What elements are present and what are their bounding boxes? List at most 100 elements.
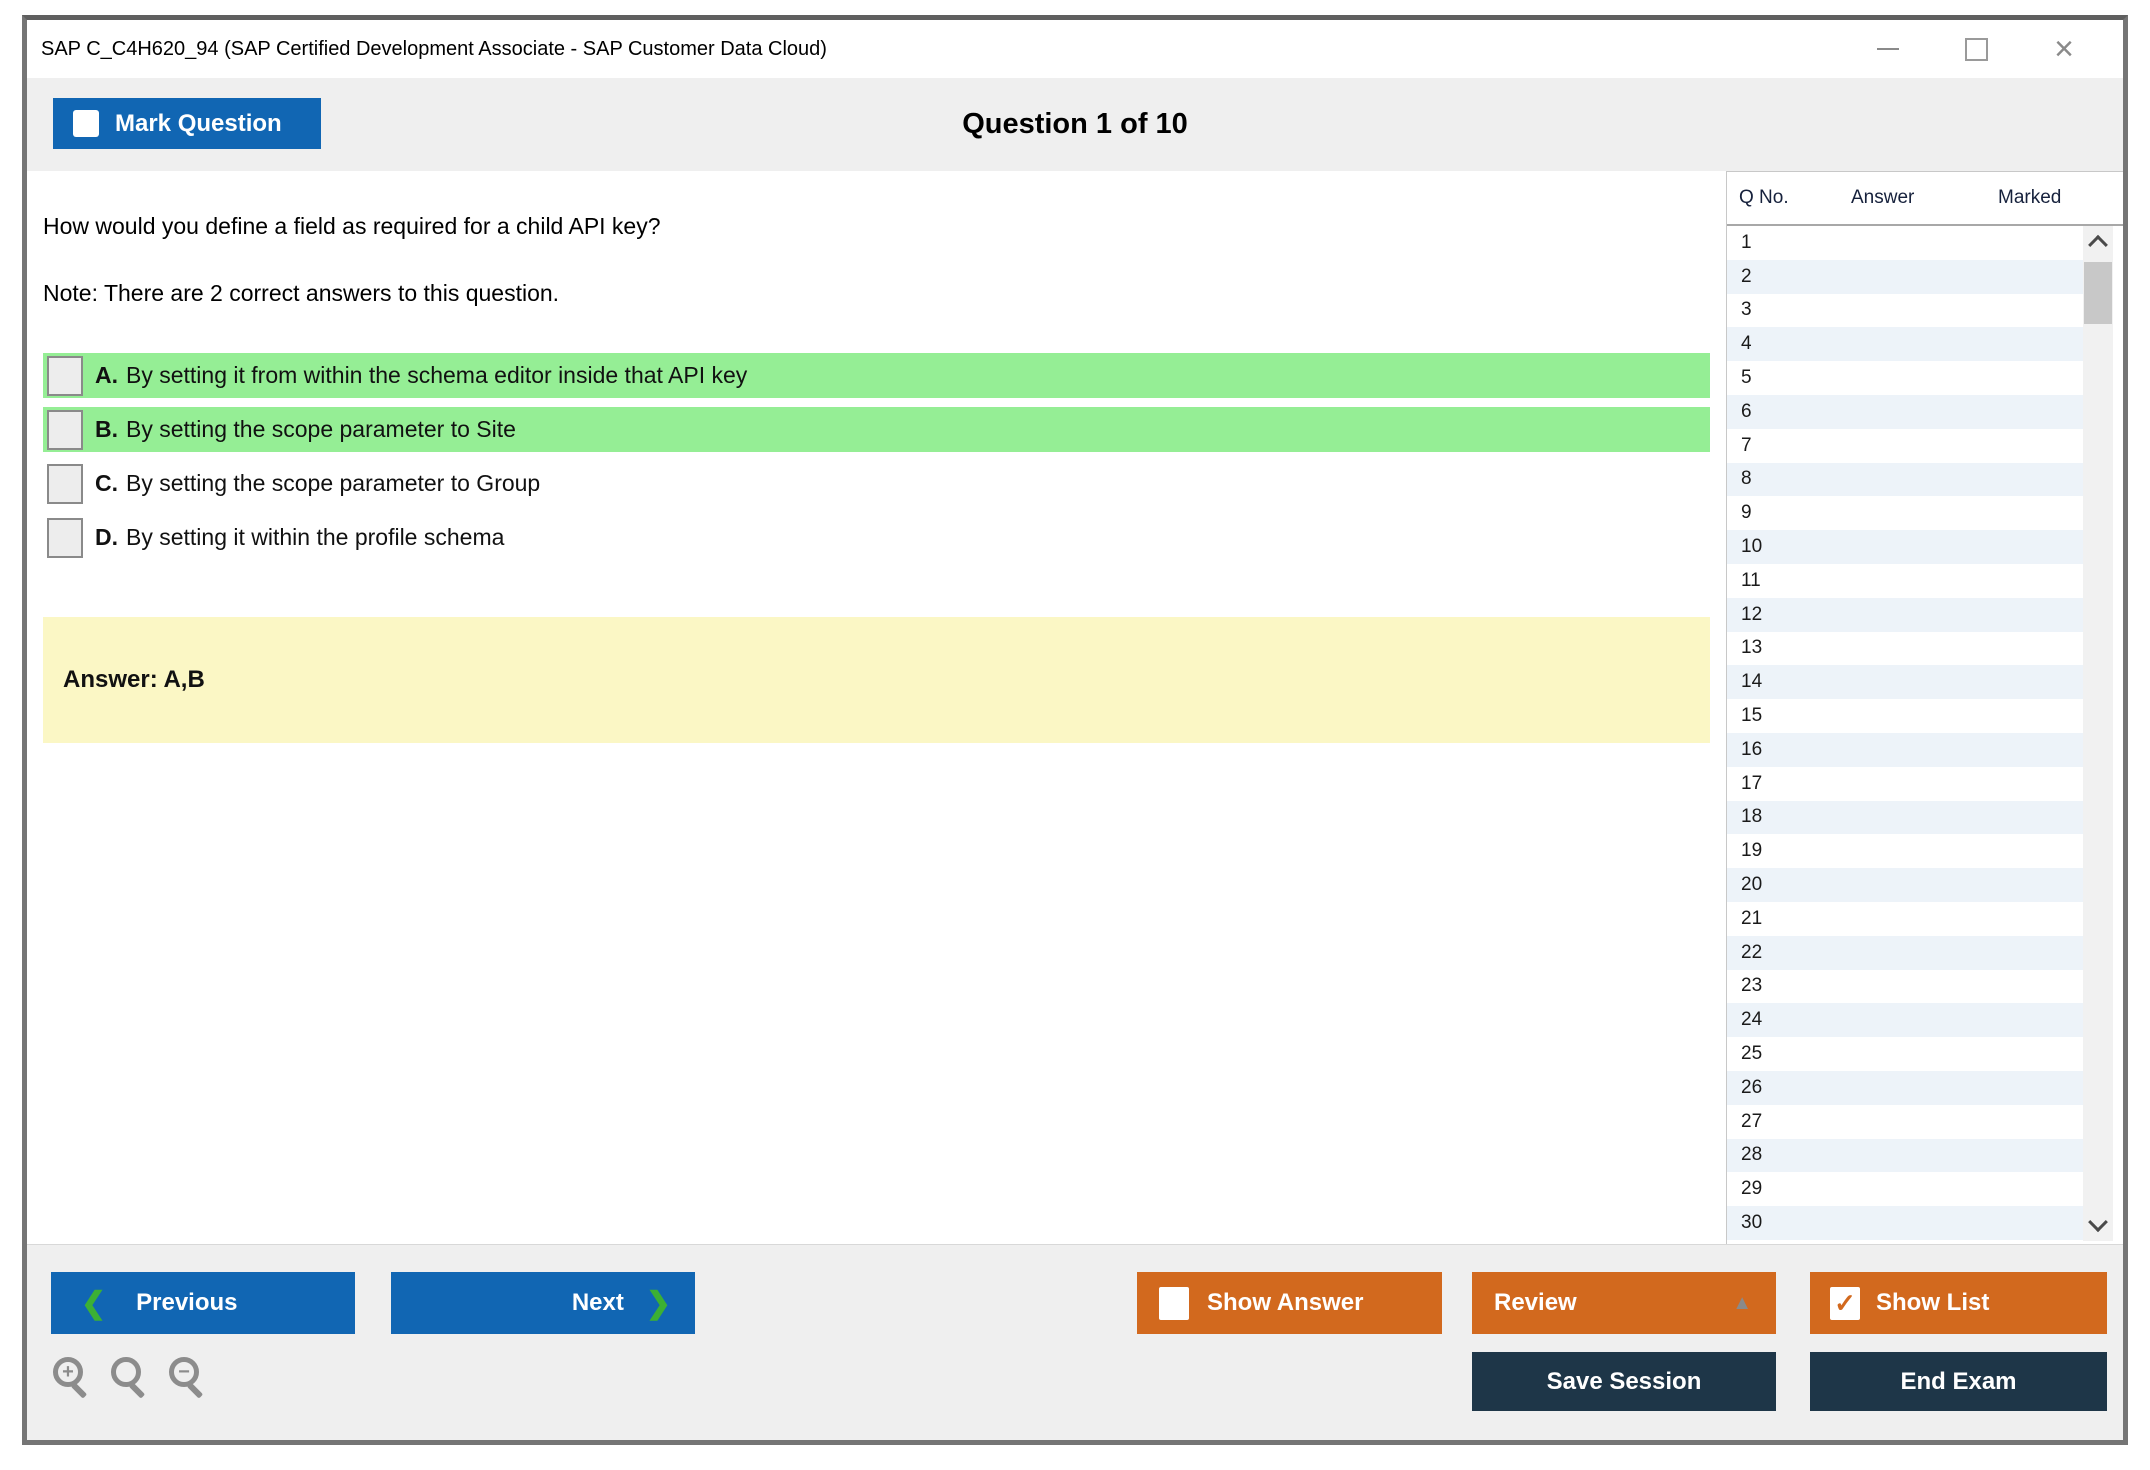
question-list-row[interactable]: 16 (1727, 732, 2083, 767)
question-number: 28 (1741, 1144, 1763, 1166)
question-list-row[interactable]: 25 (1727, 1037, 2083, 1071)
option-text: By setting it within the profile schema (126, 524, 505, 550)
question-list-row[interactable]: 10 (1727, 530, 2083, 564)
show-list-button[interactable]: ✓ Show List (1810, 1272, 2107, 1334)
question-list-scrollbar[interactable] (2083, 226, 2113, 1241)
option-checkbox[interactable] (47, 409, 83, 450)
question-list: 1 2 3 4 5 6 7 8 9 10 11 12 13 14 15 16 1… (1727, 226, 2083, 1244)
option-letter: B. (95, 416, 118, 442)
question-list-row[interactable]: 28 (1727, 1138, 2083, 1173)
question-list-row[interactable]: 8 (1727, 462, 2083, 497)
show-answer-button[interactable]: Show Answer (1137, 1272, 1442, 1334)
question-number: 2 (1741, 265, 1752, 287)
option-checkbox[interactable] (47, 355, 83, 396)
show-list-label: Show List (1876, 1289, 1990, 1316)
question-list-row[interactable]: 3 (1727, 294, 2083, 328)
option-checkbox[interactable] (47, 517, 83, 558)
answer-option[interactable]: C. By setting the scope parameter to Gro… (43, 461, 1710, 506)
question-list-row[interactable]: 17 (1727, 767, 2083, 801)
question-list-row[interactable]: 21 (1727, 902, 2083, 936)
zoom-in-icon[interactable]: + (53, 1357, 97, 1405)
show-answer-checkbox (1159, 1286, 1189, 1320)
option-text: By setting the scope parameter to Group (126, 470, 541, 496)
question-number: 1 (1741, 231, 1752, 253)
question-number: 3 (1741, 299, 1752, 321)
column-header-qno: Q No. (1739, 187, 1789, 208)
footer-bar: ❮ Previous Next ❯ Show Answer Review ▲ ✓… (27, 1244, 2123, 1440)
question-list-row[interactable]: 18 (1727, 800, 2083, 835)
save-session-label: Save Session (1546, 1367, 1702, 1395)
question-list-row[interactable]: 22 (1727, 935, 2083, 970)
end-exam-label: End Exam (1900, 1367, 2017, 1395)
question-list-row[interactable]: 1 (1727, 226, 2083, 260)
option-letter: D. (95, 524, 118, 550)
question-number: 17 (1741, 772, 1763, 794)
review-up-arrow-icon: ▲ (1732, 1291, 1752, 1314)
question-text: How would you define a field as required… (43, 213, 661, 239)
answer-box: Answer: A,B (43, 617, 1710, 743)
save-session-button[interactable]: Save Session (1472, 1352, 1776, 1411)
question-list-row[interactable]: 30 (1727, 1206, 2083, 1240)
mark-question-button[interactable]: Mark Question (53, 98, 321, 149)
mark-question-label: Mark Question (115, 109, 282, 137)
question-number: 25 (1741, 1043, 1763, 1065)
option-letter: C. (95, 470, 118, 496)
question-list-header: Q No. Answer Marked (1727, 172, 2123, 226)
question-list-row[interactable]: 26 (1727, 1070, 2083, 1105)
scrollbar-thumb[interactable] (2084, 262, 2112, 324)
option-letter: A. (95, 362, 118, 388)
close-icon[interactable]: × (2054, 30, 2074, 68)
question-list-row[interactable]: 11 (1727, 564, 2083, 598)
question-number: 16 (1741, 738, 1763, 760)
question-number: 12 (1741, 603, 1763, 625)
question-list-row[interactable]: 9 (1727, 496, 2083, 530)
question-number: 15 (1741, 705, 1763, 727)
question-note: Note: There are 2 correct answers to thi… (43, 280, 560, 306)
column-header-answer: Answer (1851, 187, 1915, 208)
question-number: 26 (1741, 1076, 1763, 1098)
minimize-icon[interactable] (1873, 34, 1903, 64)
column-header-marked: Marked (1998, 187, 2062, 208)
options-list: A. By setting it from within the schema … (43, 353, 1710, 560)
answer-option[interactable]: B. By setting the scope parameter to Sit… (43, 407, 1710, 452)
next-button[interactable]: Next ❯ (391, 1272, 695, 1334)
question-list-row[interactable]: 19 (1727, 834, 2083, 868)
question-list-row[interactable]: 5 (1727, 361, 2083, 395)
question-list-row[interactable]: 14 (1727, 665, 2083, 700)
zoom-out-icon[interactable]: − (169, 1357, 213, 1405)
chevron-left-icon: ❮ (81, 1286, 107, 1320)
question-number: 23 (1741, 975, 1763, 997)
end-exam-button[interactable]: End Exam (1810, 1352, 2107, 1411)
question-list-row[interactable]: 6 (1727, 394, 2083, 429)
question-list-row[interactable]: 20 (1727, 868, 2083, 902)
scroll-up-icon[interactable] (2083, 226, 2113, 258)
zoom-controls: + − (53, 1357, 213, 1405)
question-list-row[interactable]: 23 (1727, 970, 2083, 1004)
question-list-row[interactable]: 15 (1727, 699, 2083, 733)
question-list-row[interactable]: 12 (1727, 597, 2083, 632)
question-number: 8 (1741, 468, 1752, 490)
zoom-reset-icon[interactable] (111, 1357, 155, 1405)
question-list-row[interactable]: 4 (1727, 327, 2083, 362)
question-list-row[interactable]: 2 (1727, 259, 2083, 294)
maximize-icon[interactable] (1961, 34, 1991, 64)
previous-button[interactable]: ❮ Previous (51, 1272, 355, 1334)
question-list-row[interactable]: 7 (1727, 429, 2083, 463)
option-checkbox[interactable] (47, 463, 83, 504)
review-button[interactable]: Review ▲ (1472, 1272, 1776, 1334)
question-list-row[interactable]: 24 (1727, 1003, 2083, 1038)
scroll-down-icon[interactable] (2083, 1209, 2113, 1241)
question-number: 9 (1741, 502, 1752, 524)
question-number: 30 (1741, 1212, 1763, 1233)
answer-option[interactable]: D. By setting it within the profile sche… (43, 515, 1710, 560)
question-list-body: 1 2 3 4 5 6 7 8 9 10 11 12 13 14 15 16 1… (1727, 226, 2123, 1244)
question-list-row[interactable]: 13 (1727, 632, 2083, 666)
answer-option[interactable]: A. By setting it from within the schema … (43, 353, 1710, 398)
question-number: 19 (1741, 840, 1763, 862)
question-list-row[interactable]: 27 (1727, 1105, 2083, 1139)
question-list-row[interactable]: 29 (1727, 1172, 2083, 1206)
previous-label: Previous (136, 1289, 238, 1316)
question-number: 7 (1741, 434, 1752, 456)
review-label: Review (1494, 1289, 1577, 1316)
window-title: SAP C_C4H620_94 (SAP Certified Developme… (41, 37, 827, 60)
